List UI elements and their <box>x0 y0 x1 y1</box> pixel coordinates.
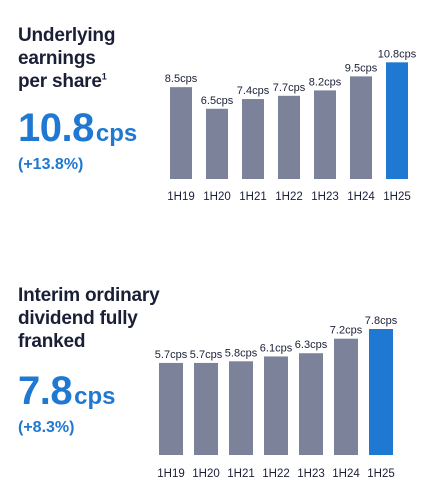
dividend-value-label-1h25: 7.8cps <box>365 315 398 327</box>
eps-heading: Underlying earnings per share1 <box>18 24 115 93</box>
eps-category-label-1h19: 1H19 <box>167 191 195 203</box>
eps-heading-text: per share <box>18 71 102 92</box>
eps-bar-1h25 <box>386 62 408 180</box>
dividend-bar-chart: 5.7cps 1H19 5.7cps 1H20 5.8cps 1H21 6.1cps 1H22… <box>155 315 398 480</box>
eps-bar-1h22 <box>278 95 300 179</box>
eps-bar-1h19 <box>170 87 192 179</box>
dividend-big-value-unit: cps <box>74 383 116 410</box>
eps-bar-1h20 <box>206 108 228 179</box>
dividend-panel: Interim ordinary dividend fully franked … <box>0 250 436 499</box>
dividend-bar-1h24 <box>334 338 358 455</box>
dividend-bar-1h23 <box>299 353 323 455</box>
eps-category-label-1h21: 1H21 <box>239 191 267 203</box>
dividend-bar-1h19 <box>159 362 183 455</box>
eps-category-label-1h25: 1H25 <box>383 191 411 203</box>
eps-bar-1h24 <box>350 76 372 179</box>
eps-category-label-1h22: 1H22 <box>275 191 303 203</box>
eps-panel: Underlying earnings per share1 10.8cps (… <box>18 24 417 203</box>
dividend-category-label-1h20: 1H20 <box>192 468 220 480</box>
eps-value-label-1h22: 7.7cps <box>273 82 306 94</box>
dividend-big-value: 7.8cps <box>18 369 115 414</box>
eps-change: (+13.8%) <box>18 156 84 173</box>
dividend-bar-1h25 <box>369 329 393 455</box>
dividend-heading-line-1: Interim ordinary <box>18 285 160 306</box>
eps-bar-1h21 <box>242 99 264 179</box>
dividend-value-label-1h22: 6.1cps <box>260 342 293 354</box>
dividend-value-label-1h24: 7.2cps <box>330 325 363 337</box>
dividend-category-label-1h25: 1H25 <box>367 468 395 480</box>
dividend-heading-line-3: franked <box>18 331 86 352</box>
eps-value-label-1h20: 6.5cps <box>201 95 234 107</box>
dividend-bar-1h20 <box>194 362 218 455</box>
dividend-category-label-1h23: 1H23 <box>297 468 325 480</box>
dividend-value-label-1h20: 5.7cps <box>190 349 223 361</box>
eps-footnote-marker: 1 <box>101 71 107 82</box>
eps-value-label-1h21: 7.4cps <box>237 85 270 97</box>
dividend-change: (+8.3%) <box>18 419 75 436</box>
dividend-category-label-1h24: 1H24 <box>332 468 360 480</box>
eps-heading-line-3: per share1 <box>18 70 115 93</box>
dividend-big-value-number: 7.8 <box>18 369 73 413</box>
dividend-category-label-1h22: 1H22 <box>262 468 290 480</box>
dividend-value-label-1h19: 5.7cps <box>155 349 188 361</box>
eps-value-label-1h19: 8.5cps <box>165 73 198 85</box>
eps-big-value: 10.8cps <box>18 106 137 151</box>
dividend-value-label-1h21: 5.8cps <box>225 347 258 359</box>
eps-bar-1h23 <box>314 90 336 179</box>
dividend-heading: Interim ordinary dividend fully franked <box>18 284 160 353</box>
dividend-heading-line-2: dividend fully <box>18 308 138 329</box>
dividend-bar-1h22 <box>264 356 288 455</box>
eps-big-value-number: 10.8 <box>18 106 94 150</box>
eps-big-value-unit: cps <box>95 120 138 147</box>
eps-heading-line-2: earnings <box>18 48 96 69</box>
eps-heading-line-1: Underlying <box>18 25 116 46</box>
eps-category-label-1h20: 1H20 <box>203 191 231 203</box>
eps-category-label-1h23: 1H23 <box>311 191 339 203</box>
eps-value-label-1h24: 9.5cps <box>345 62 378 74</box>
dividend-value-label-1h23: 6.3cps <box>295 339 328 351</box>
dividend-bar-1h21 <box>229 361 253 455</box>
eps-value-label-1h23: 8.2cps <box>309 76 342 88</box>
eps-category-label-1h24: 1H24 <box>347 191 375 203</box>
eps-bar-chart: 8.5cps 1H19 6.5cps 1H20 7.4cps 1H21 7.7cps 1H22… <box>165 48 417 203</box>
dividend-category-label-1h21: 1H21 <box>227 468 255 480</box>
dividend-category-label-1h19: 1H19 <box>157 468 185 480</box>
eps-value-label-1h25: 10.8cps <box>378 48 417 60</box>
